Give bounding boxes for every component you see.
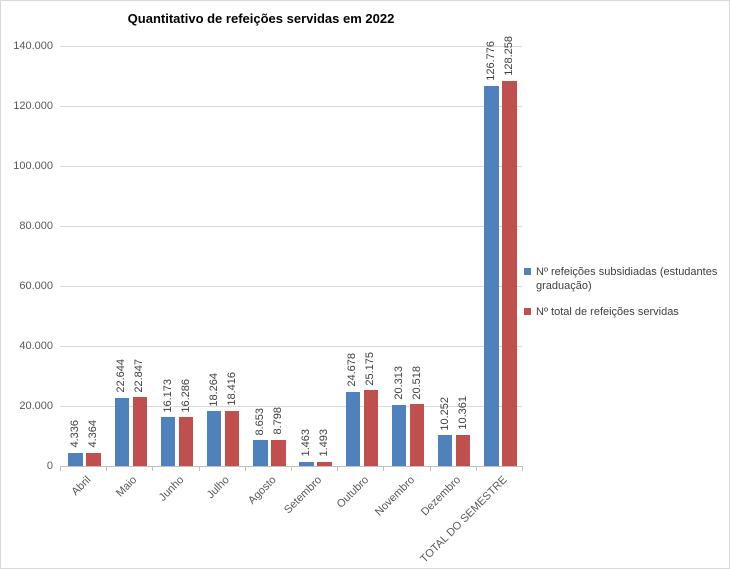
bar-value-label: 4.364: [87, 420, 100, 448]
x-axis-tick: [337, 466, 339, 471]
bar-value-label: 4.336: [69, 420, 82, 448]
legend-item: Nº total de refeições servidas: [524, 305, 728, 319]
bar: [68, 452, 83, 466]
bar: [253, 440, 268, 466]
gridline: [60, 226, 522, 227]
legend-swatch-total: [524, 307, 531, 315]
y-axis-label: 120.000: [13, 100, 53, 112]
y-axis-label: 100.000: [13, 160, 53, 172]
bar: [345, 391, 361, 466]
bar-value-label: 16.173: [161, 378, 174, 413]
bar-value-label: 25.175: [364, 351, 377, 386]
legend-label-total: Nº total de refeições servidas: [536, 305, 679, 318]
bar-value-label: 20.518: [410, 365, 423, 400]
bar-value-label: 18.416: [225, 372, 238, 406]
x-axis-label: Outubro: [334, 474, 371, 511]
x-axis-label: Dezembro: [418, 474, 464, 519]
gridline: [60, 346, 522, 347]
x-axis-label: TOTAL DO SEMESTRE: [418, 474, 510, 566]
x-axis-tick: [106, 466, 108, 471]
y-axis-label: 0: [46, 460, 53, 472]
gridline: [60, 106, 522, 107]
bar-value-label: 1.493: [318, 429, 331, 457]
bar: [299, 461, 314, 466]
bar-value-label: 10.361: [456, 396, 469, 430]
x-axis-label: Maio: [114, 474, 140, 500]
bar: [484, 85, 499, 466]
bar: [224, 410, 240, 466]
x-axis-label: Julho: [205, 474, 233, 502]
bar: [206, 411, 222, 466]
y-axis-label: 20.000: [19, 400, 53, 412]
bar-value-label: 16.286: [179, 378, 192, 413]
bar: [317, 461, 332, 466]
legend-label-subsidiadas: Nº refeições subsidiadas (estudantes gra…: [536, 266, 718, 293]
legend-swatch-subsidiadas: [524, 268, 531, 275]
x-axis-tick: [152, 466, 154, 471]
x-axis-label: Setembro: [282, 474, 325, 517]
x-axis-label: Abril: [69, 474, 94, 499]
bar-value-label: 22.847: [133, 358, 146, 393]
chart-title: Quantitativo de refeições servidas em 20…: [127, 11, 395, 26]
x-axis-label: Agosto: [245, 474, 279, 507]
x-axis-tick: [291, 466, 292, 471]
bar-value-label: 24.678: [346, 353, 359, 387]
bar: [132, 397, 148, 466]
bar-value-label: 22.644: [115, 359, 128, 394]
bar-value-label: 10.252: [438, 396, 451, 431]
bar-value-label: 8.798: [271, 407, 284, 435]
gridline: [60, 406, 522, 407]
bar: [409, 404, 425, 466]
bar-value-label: 126.776: [484, 40, 497, 81]
bar: [114, 398, 130, 466]
bar: [502, 81, 517, 466]
legend-item: Nº refeições subsidiadas (estudantes gra…: [524, 265, 728, 294]
bar: [86, 452, 101, 466]
bar: [455, 434, 471, 466]
bar-value-label: 18.264: [207, 372, 220, 407]
x-axis-label: Novembro: [372, 474, 417, 519]
y-axis-label: 80.000: [19, 220, 53, 232]
x-axis-tick: [383, 466, 385, 471]
bar: [271, 439, 286, 466]
x-axis-tick: [475, 466, 477, 471]
bar: [391, 405, 407, 466]
bar: [363, 390, 379, 466]
bar: [160, 417, 176, 466]
y-axis-label: 140.000: [13, 40, 53, 52]
y-axis-label: 40.000: [19, 340, 53, 352]
bar-value-label: 128.258: [502, 36, 515, 77]
bar: [178, 417, 194, 466]
bar-value-label: 8.653: [253, 407, 266, 436]
gridline: [60, 46, 522, 47]
bar-value-label: 1.463: [300, 429, 313, 457]
y-axis-label: 60.000: [19, 280, 53, 292]
bar: [437, 435, 453, 466]
x-axis-tick: [522, 466, 523, 471]
x-axis-tick: [198, 466, 200, 471]
x-axis-label: Junho: [156, 474, 186, 504]
x-axis-tick: [60, 466, 61, 471]
legend: Nº refeições subsidiadas (estudantes gra…: [524, 265, 728, 319]
x-axis-tick: [429, 466, 431, 471]
bar-value-label: 20.313: [392, 366, 405, 401]
gridline: [60, 286, 522, 287]
x-axis-tick: [244, 466, 246, 471]
gridline: [60, 166, 522, 167]
